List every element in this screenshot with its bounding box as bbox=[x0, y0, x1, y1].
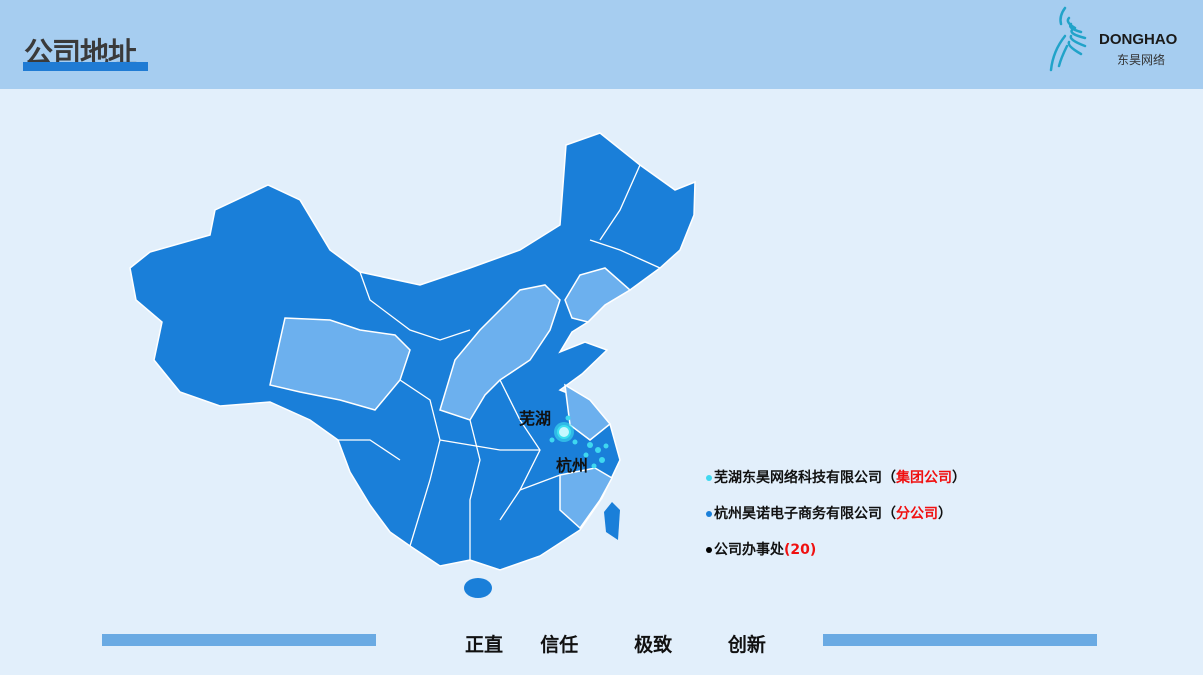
blue-dot-icon bbox=[706, 511, 712, 517]
region-qinghai[interactable] bbox=[269, 317, 411, 411]
region-taiwan[interactable] bbox=[604, 502, 620, 540]
legend-item-hangzhou: 杭州昊诺电子商务有限公司（分公司） bbox=[706, 503, 952, 523]
legend-item-wuhu: 芜湖东昊网络科技有限公司（集团公司） bbox=[706, 467, 966, 487]
black-dot-icon bbox=[706, 547, 712, 553]
region-hainan[interactable] bbox=[464, 578, 492, 598]
logo-text: DONGHAO bbox=[1099, 31, 1178, 48]
hangzhou-marker-dots bbox=[549, 415, 609, 469]
title-underline bbox=[23, 62, 148, 71]
city-label-wuhu: 芜湖 bbox=[519, 409, 552, 428]
legend-item-offices: 公司办事处(20) bbox=[706, 539, 816, 559]
header bbox=[0, 0, 1203, 89]
footer-motto: 正直 信任 极致 创新 bbox=[465, 634, 766, 656]
region-liaoning[interactable] bbox=[564, 267, 632, 323]
region-gansu-shanxi[interactable] bbox=[439, 284, 561, 421]
china-mainland[interactable] bbox=[129, 132, 696, 571]
wuhu-marker[interactable] bbox=[557, 425, 571, 439]
footer-bar-right bbox=[823, 634, 1097, 646]
logo-subtext: 东昊网络 bbox=[1117, 53, 1166, 67]
logo-wing-icon bbox=[1049, 6, 1087, 72]
footer-bar-left bbox=[102, 634, 376, 646]
city-label-hangzhou: 杭州 bbox=[556, 456, 589, 475]
cyan-dot-icon bbox=[706, 475, 712, 481]
